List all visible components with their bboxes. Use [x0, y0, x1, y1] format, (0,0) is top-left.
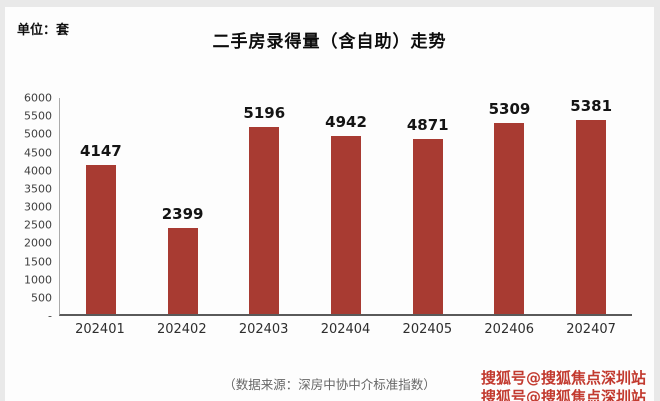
y-tick-label: 4000	[24, 164, 52, 178]
bar	[494, 122, 525, 314]
bar-slot: 5196	[223, 98, 305, 314]
bar-value-label: 4942	[325, 113, 367, 132]
bar-value-label: 5309	[488, 99, 531, 118]
x-tick-label: 202407	[566, 322, 616, 337]
bar-slot: 4942	[305, 98, 387, 314]
unit-label: 单位：套	[17, 23, 70, 38]
bar-slot: 4871	[387, 98, 469, 314]
y-tick-label: 3000	[24, 200, 52, 214]
bar	[412, 138, 443, 314]
plot-area: 4147 2399 5196 4942 4871 5309 5381	[59, 97, 632, 316]
y-tick-label: 5000	[24, 127, 52, 141]
x-tick-label: 202403	[238, 322, 289, 337]
bar-chart: - 500 1000 1500 2000 2500 3000 3500 4000 4500 5000…	[15, 92, 632, 323]
y-tick-label: 5500	[24, 109, 52, 123]
bar-slot: 5309	[469, 98, 551, 314]
bar-value-label: 5196	[243, 103, 286, 122]
y-tick-label: 6000	[24, 91, 52, 105]
source-caption: （数据来源：深房中协中介标准指数）	[223, 377, 436, 392]
x-tick-label: 202405	[402, 322, 453, 337]
x-tick-label: 202406	[484, 322, 535, 337]
y-tick-label: 1500	[24, 255, 52, 268]
y-tick-label: -	[48, 309, 52, 323]
watermark-line-1: 搜狐号@搜狐焦点深圳站	[480, 369, 646, 387]
x-tick-label: 202401	[75, 322, 125, 337]
x-tick-label: 202402	[156, 322, 207, 337]
bar	[576, 120, 607, 314]
watermark: 搜狐号@搜狐焦点深圳站 搜狐号@搜狐焦点深圳站	[481, 369, 646, 401]
bar-slot: 2399	[142, 98, 224, 314]
y-tick-label: 2500	[24, 218, 52, 232]
y-tick-label: 2000	[24, 236, 52, 250]
bar-value-label: 5381	[570, 97, 613, 116]
y-tick-label: 1000	[24, 273, 52, 287]
x-axis: 202401 202402 202403 202404 202405 202406 2024…	[59, 322, 632, 337]
x-tick-label: 202404	[320, 322, 371, 337]
bar-value-label: 4871	[406, 115, 449, 134]
bar-slot: 4147	[60, 98, 142, 314]
bar-slot: 5381	[550, 97, 632, 314]
chart-card: 单位：套 二手房录得量（含自助）走势 - 500 1000 1500 2000 2500 3…	[5, 7, 654, 401]
bar	[167, 227, 198, 314]
chart-title: 二手房录得量（含自助）走势	[212, 32, 447, 52]
bar	[85, 164, 116, 314]
y-tick-label: 500	[31, 291, 52, 305]
bar	[331, 136, 362, 314]
y-tick-label: 3500	[24, 182, 52, 196]
bar-value-label: 2399	[161, 204, 204, 223]
bar	[249, 126, 280, 314]
watermark-line-2: 搜狐号@搜狐焦点深圳站	[480, 388, 646, 401]
y-tick-label: 4500	[24, 146, 52, 159]
bar-value-label: 4147	[79, 141, 122, 160]
bars-row: 4147 2399 5196 4942 4871 5309 5381	[60, 97, 632, 314]
y-axis: - 500 1000 1500 2000 2500 3000 3500 4000 4500 5000…	[15, 92, 59, 323]
